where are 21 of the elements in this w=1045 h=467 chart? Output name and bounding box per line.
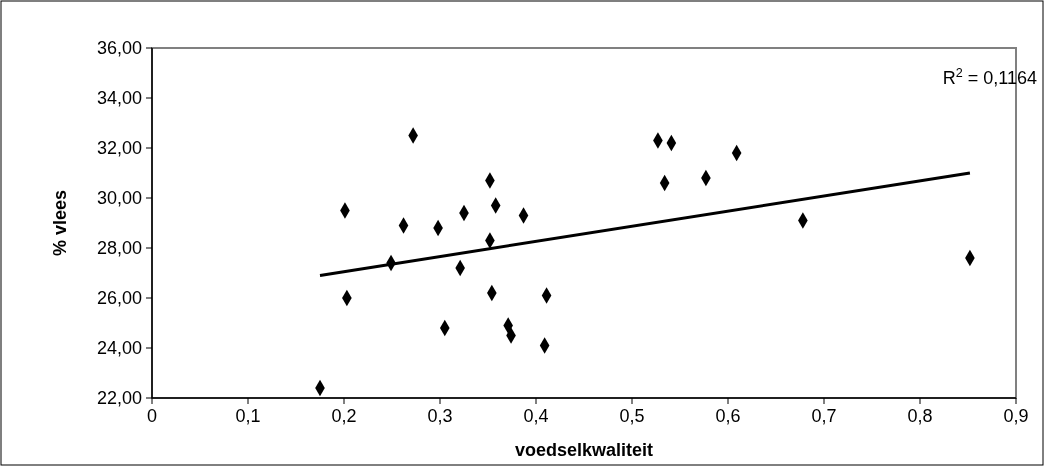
y-tick-label: 28,00 xyxy=(96,238,142,259)
x-tick-label: 0,9 xyxy=(1003,406,1029,426)
x-tick-label: 0,1 xyxy=(235,406,261,426)
y-tick-label: 30,00 xyxy=(96,188,142,209)
x-tick-label: 0,5 xyxy=(619,406,645,426)
x-tick-label: 0,8 xyxy=(907,406,933,426)
y-tick-label: 34,00 xyxy=(96,88,142,109)
y-tick-label: 22,00 xyxy=(96,388,142,409)
y-tick-label: 32,00 xyxy=(96,138,142,159)
y-tick-label: 26,00 xyxy=(96,288,142,309)
x-tick-label: 0 xyxy=(146,406,158,426)
x-axis-title: voedselkwaliteit xyxy=(514,440,654,460)
x-tick-label: 0,6 xyxy=(715,406,741,426)
x-tick-label: 0,4 xyxy=(523,406,549,426)
y-tick-label: 24,00 xyxy=(96,338,142,359)
x-tick-label: 0,3 xyxy=(427,406,453,426)
y-axis-title: % vlees xyxy=(50,189,70,257)
y-tick-label: 36,00 xyxy=(96,38,142,59)
x-tick-label: 0,2 xyxy=(331,406,357,426)
x-tick-label: 0,7 xyxy=(811,406,837,426)
annotation: R$^{2}$ = 0,1164 xyxy=(942,66,1037,88)
